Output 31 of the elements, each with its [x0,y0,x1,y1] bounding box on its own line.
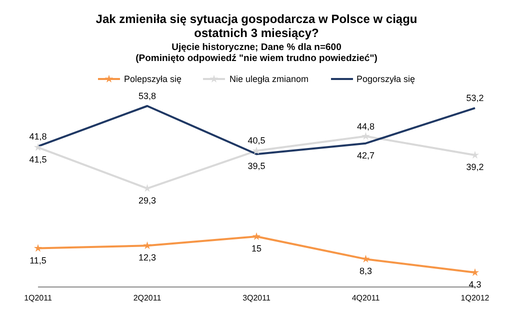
data-label: 42,7 [356,150,375,160]
data-label: 11,5 [30,255,46,266]
x-tick-label: 2Q2011 [133,294,162,303]
x-tick-label: 1Q2012 [460,294,490,303]
data-label: 4,3 [468,280,482,290]
data-label: 39,2 [466,162,484,172]
data-label: 53,2 [466,93,484,104]
x-tick-label: 3Q2011 [242,294,271,303]
data-label: 29,3 [138,195,156,206]
x-tick-label: 4Q2011 [352,294,380,303]
chart-subtitle: Ujęcie historyczne; Dane % dla n=600 (Pominięto odpowiedź "nie wiem trudno powiedzieć") [134,42,378,64]
data-label: 41,8 [29,131,47,142]
data-label: 41,5 [29,154,47,164]
data-label: 12,3 [138,252,156,263]
data-label: 40,5 [248,136,266,146]
point [470,268,480,276]
data-label: 39,5 [248,161,266,172]
legend-label: Pogorszyła się [356,74,416,84]
data-label: 15 [251,244,262,254]
point [34,244,42,252]
point [143,241,152,250]
chart-title: Jak zmieniła się sytuacja gospodarcza w Polsce w ciągu ostatnich 3 miesiący? [94,11,418,40]
point [252,232,261,240]
point [362,132,370,140]
data-label: 44,8 [356,121,375,132]
point [34,143,42,151]
x-tick-label: 1Q2011 [24,294,52,303]
data-label: 8,3 [359,266,372,276]
data-label: 53,8 [138,91,156,101]
legend-label: Polepszyła się [124,74,182,84]
legend-label: Nie uległa zmianom [229,74,309,84]
